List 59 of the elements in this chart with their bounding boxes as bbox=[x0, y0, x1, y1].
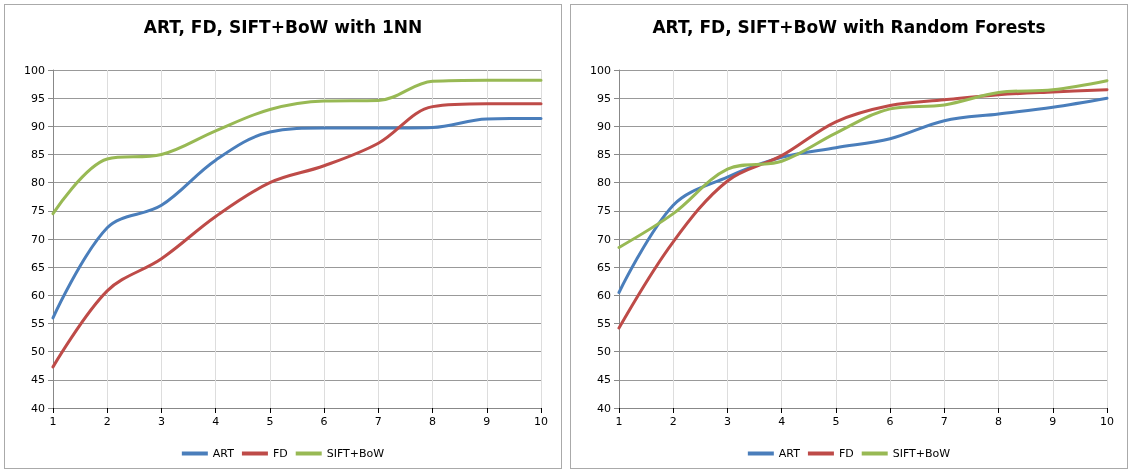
x-tick-label: 7 bbox=[374, 415, 382, 428]
x-tick-label: 6 bbox=[886, 415, 894, 428]
y-tick-label: 50 bbox=[31, 345, 45, 359]
x-tick-label: 1 bbox=[615, 415, 623, 428]
y-tick-label: 45 bbox=[597, 373, 611, 387]
legend-label: FD bbox=[272, 447, 288, 460]
line-series bbox=[617, 88, 1109, 330]
y-tick-label: 80 bbox=[597, 176, 611, 190]
y-tick-label: 85 bbox=[31, 148, 45, 161]
y-tick-label: 95 bbox=[31, 91, 45, 105]
y-tick-label: 60 bbox=[597, 288, 611, 302]
x-tick-label: 5 bbox=[266, 415, 274, 428]
y-tick-label: 95 bbox=[597, 91, 611, 105]
chart-title: ART, FD, SIFT+BoW with Random Forests bbox=[652, 16, 1046, 37]
chart-title: ART, FD, SIFT+BoW with 1NN bbox=[143, 16, 423, 37]
x-tick-label: 6 bbox=[320, 415, 328, 428]
x-tick-label: 8 bbox=[995, 415, 1003, 428]
line-series bbox=[617, 79, 1109, 249]
y-tick-label: 65 bbox=[597, 260, 611, 274]
x-tick-label: 7 bbox=[940, 415, 948, 428]
x-tick-label: 4 bbox=[778, 415, 786, 428]
legend-label: ART bbox=[212, 447, 235, 460]
y-tick-label: 45 bbox=[31, 373, 45, 387]
line-series bbox=[51, 102, 543, 369]
legend-label: SIFT+BoW bbox=[326, 447, 385, 460]
x-tick-label: 8 bbox=[429, 415, 437, 428]
legend-label: SIFT+BoW bbox=[892, 447, 951, 460]
x-tick-label: 3 bbox=[723, 415, 731, 428]
y-tick-label: 75 bbox=[597, 204, 611, 218]
x-tick-label: 3 bbox=[157, 415, 165, 428]
y-tick-label: 100 bbox=[590, 63, 611, 77]
y-tick-label: 40 bbox=[597, 401, 611, 415]
line-series bbox=[51, 116, 543, 320]
x-tick-label: 9 bbox=[483, 415, 491, 428]
y-tick-label: 85 bbox=[597, 148, 611, 161]
y-tick-label: 80 bbox=[31, 176, 45, 190]
y-tick-label: 50 bbox=[597, 345, 611, 359]
y-tick-label: 90 bbox=[597, 119, 611, 133]
legend-label: ART bbox=[778, 447, 801, 460]
y-tick-label: 55 bbox=[597, 317, 611, 330]
y-tick-label: 65 bbox=[31, 260, 45, 274]
x-tick-label: 4 bbox=[212, 415, 220, 428]
line-series bbox=[51, 78, 543, 216]
x-tick-label: 9 bbox=[1049, 415, 1057, 428]
y-tick-label: 100 bbox=[24, 63, 45, 77]
y-tick-label: 70 bbox=[31, 232, 45, 246]
y-tick-label: 55 bbox=[31, 317, 45, 330]
x-tick-label: 10 bbox=[1100, 415, 1114, 428]
y-tick-label: 40 bbox=[31, 401, 45, 415]
y-tick-label: 90 bbox=[31, 119, 45, 133]
x-tick-label: 2 bbox=[103, 415, 111, 428]
y-tick-label: 70 bbox=[597, 232, 611, 246]
legend-label: FD bbox=[838, 447, 854, 460]
x-tick-label: 10 bbox=[534, 415, 548, 428]
x-tick-label: 5 bbox=[832, 415, 840, 428]
y-tick-label: 60 bbox=[31, 288, 45, 302]
x-tick-label: 1 bbox=[49, 415, 57, 428]
y-tick-label: 75 bbox=[31, 204, 45, 218]
x-tick-label: 2 bbox=[669, 415, 677, 428]
